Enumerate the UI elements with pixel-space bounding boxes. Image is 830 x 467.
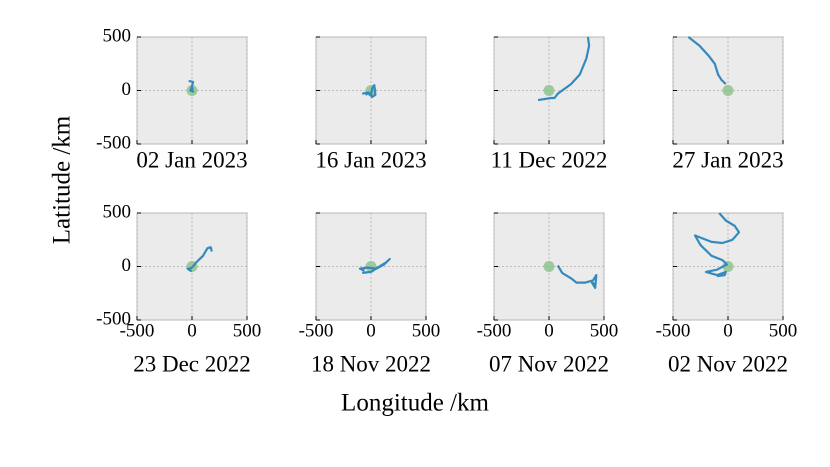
reference-point [722,85,734,96]
x-tick-label: 500 [233,320,262,341]
x-tick-label: 0 [544,320,554,341]
panel-title: 27 Jan 2023 [672,147,783,172]
x-tick-label: -500 [477,320,512,341]
panel-title: 02 Jan 2023 [136,147,247,172]
y-tick-label: 500 [103,201,132,222]
trajectory [358,257,391,274]
panel-title: 02 Nov 2022 [668,351,788,376]
y-tick-label: 500 [103,25,132,46]
x-tick-label: 0 [187,320,197,341]
x-tick-label: 500 [412,320,441,341]
trajectory [537,36,591,102]
x-axis-label: Longitude /km [341,390,489,417]
panel-title: 07 Nov 2022 [489,351,609,376]
reference-point [543,261,555,272]
panel-title: 18 Nov 2022 [311,351,431,376]
panel-title: 11 Dec 2022 [491,147,608,172]
y-tick-label: 0 [122,79,132,100]
x-tick-label: 0 [366,320,376,341]
y-axis-label: Latitude /km [49,115,76,244]
trajectory [186,246,213,272]
trajectory [693,212,741,278]
x-tick-label: 500 [769,320,798,341]
panel-title: 16 Jan 2023 [315,147,426,172]
trajectory [687,36,727,85]
reference-point [543,85,555,96]
x-tick-label: 0 [723,320,733,341]
x-tick-label: -500 [299,320,334,341]
x-tick-label: 500 [590,320,619,341]
x-tick-label: -500 [120,320,155,341]
y-tick-label: 0 [122,255,132,276]
y-tick-label: -500 [96,308,131,329]
trajectory [556,264,598,289]
trajectory [361,84,377,98]
x-tick-label: -500 [656,320,691,341]
y-tick-label: -500 [96,132,131,153]
panel-title: 23 Dec 2022 [133,351,251,376]
trajectory [188,79,195,93]
